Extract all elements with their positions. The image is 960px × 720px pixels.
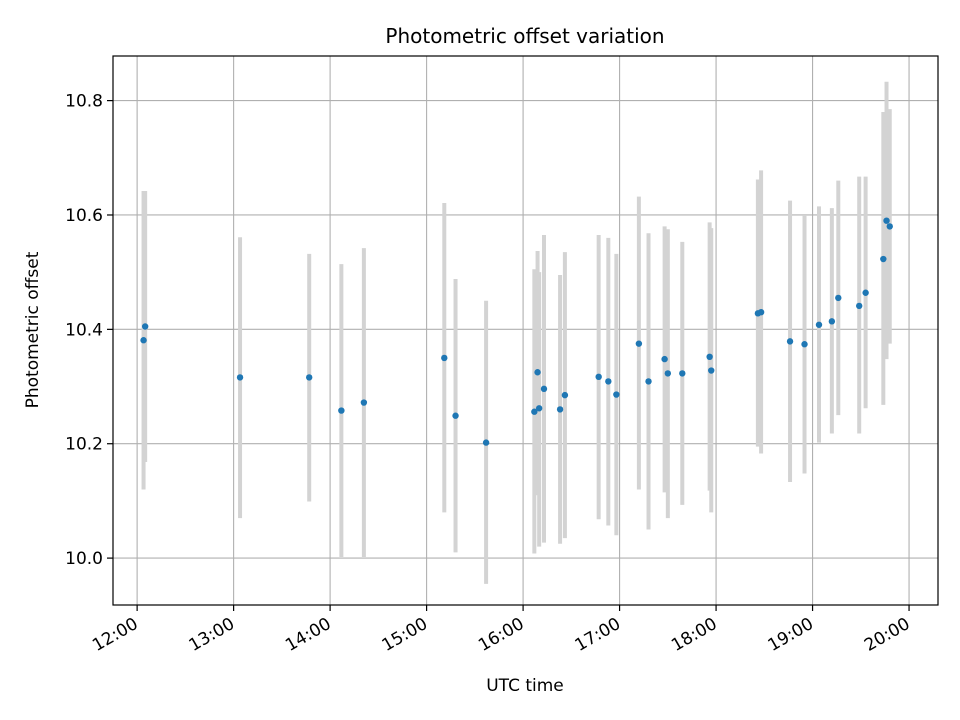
y-tick-label: 10.8	[65, 92, 103, 112]
data-point	[862, 289, 869, 296]
data-point	[482, 439, 490, 446]
data-point	[561, 391, 569, 399]
y-tick-label: 10.2	[65, 435, 103, 455]
data-point	[556, 406, 564, 413]
data-point	[835, 294, 842, 302]
chart-title: Photometric offset variation	[385, 24, 664, 48]
data-point	[441, 354, 448, 362]
y-tick-label: 10.0	[65, 549, 103, 569]
data-point	[540, 385, 548, 393]
data-point	[801, 341, 808, 348]
data-point	[605, 378, 612, 385]
plot-area	[113, 56, 938, 605]
data-point	[706, 353, 713, 361]
data-point	[855, 302, 863, 310]
data-point	[613, 391, 620, 398]
data-point	[661, 355, 668, 363]
data-point	[535, 405, 543, 412]
grid-lines	[113, 56, 938, 605]
y-tick-label: 10.6	[65, 206, 103, 226]
data-point	[305, 374, 313, 381]
data-point	[645, 378, 652, 385]
data-point	[635, 340, 643, 347]
y-tick-label: 10.4	[65, 320, 103, 340]
data-point	[452, 412, 459, 419]
data-point	[786, 338, 794, 345]
data-point	[140, 337, 147, 344]
data-point	[141, 323, 149, 330]
data-point	[886, 223, 893, 230]
data-point	[595, 373, 602, 381]
data-point	[757, 309, 765, 316]
y-axis-title: Photometric offset	[23, 251, 43, 408]
data-point	[679, 370, 686, 377]
data-point	[534, 369, 541, 376]
plot-frame	[112, 55, 939, 606]
data-point	[360, 399, 368, 406]
data-points	[140, 217, 893, 446]
data-point	[531, 408, 538, 415]
data-point	[236, 374, 244, 381]
data-point	[708, 367, 715, 374]
x-axis-title: UTC time	[486, 676, 564, 696]
data-point	[828, 318, 836, 325]
data-point	[664, 370, 672, 377]
data-point	[883, 217, 890, 224]
data-point	[815, 321, 823, 328]
data-point	[880, 255, 887, 263]
data-point	[338, 407, 345, 414]
